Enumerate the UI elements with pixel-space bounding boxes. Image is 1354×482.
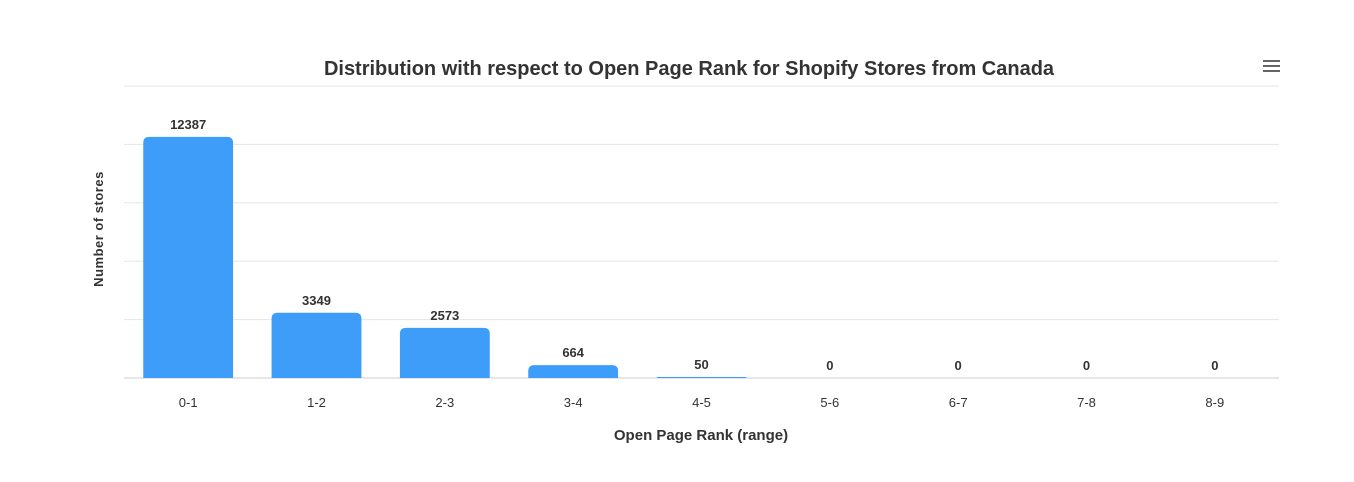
hamburger-menu-icon[interactable] bbox=[1258, 56, 1286, 78]
x-tick-label: 7-8 bbox=[1077, 395, 1096, 410]
x-tick-label: 1-2 bbox=[307, 395, 326, 410]
bar-3-4[interactable] bbox=[528, 365, 619, 378]
bar-4-5[interactable] bbox=[656, 377, 747, 378]
data-label-0-1: 12387 bbox=[170, 117, 206, 132]
chart-title: Distribution with respect to Open Page R… bbox=[324, 58, 1055, 80]
data-label-4-5: 50 bbox=[694, 357, 708, 372]
data-label-7-8: 0 bbox=[1083, 358, 1090, 373]
x-tick-label: 2-3 bbox=[435, 395, 454, 410]
x-axis-ticks: 0-1 1-2 2-3 3-4 4-5 5-6 6-7 7-8 8-9 bbox=[179, 395, 1224, 410]
bar-0-1[interactable] bbox=[143, 136, 234, 378]
y-axis-title: Number of stores bbox=[91, 171, 106, 287]
x-tick-label: 4-5 bbox=[692, 395, 711, 410]
data-label-2-3: 2573 bbox=[430, 308, 459, 323]
data-label-1-2: 3349 bbox=[302, 293, 331, 308]
data-label-3-4: 664 bbox=[562, 345, 584, 360]
bar-1-2[interactable] bbox=[271, 312, 362, 378]
x-tick-label: 6-7 bbox=[949, 395, 968, 410]
data-labels: 12387 3349 2573 664 50 0 0 0 0 bbox=[170, 117, 1218, 373]
bar-2-3[interactable] bbox=[399, 327, 490, 378]
data-label-8-9: 0 bbox=[1211, 358, 1218, 373]
x-tick-label: 8-9 bbox=[1205, 395, 1224, 410]
x-axis-title: Open Page Rank (range) bbox=[614, 427, 788, 444]
data-label-6-7: 0 bbox=[955, 358, 962, 373]
bars bbox=[143, 136, 747, 378]
data-label-5-6: 0 bbox=[826, 358, 833, 373]
x-tick-label: 0-1 bbox=[179, 395, 198, 410]
x-tick-label: 3-4 bbox=[564, 395, 583, 410]
x-tick-label: 5-6 bbox=[820, 395, 839, 410]
